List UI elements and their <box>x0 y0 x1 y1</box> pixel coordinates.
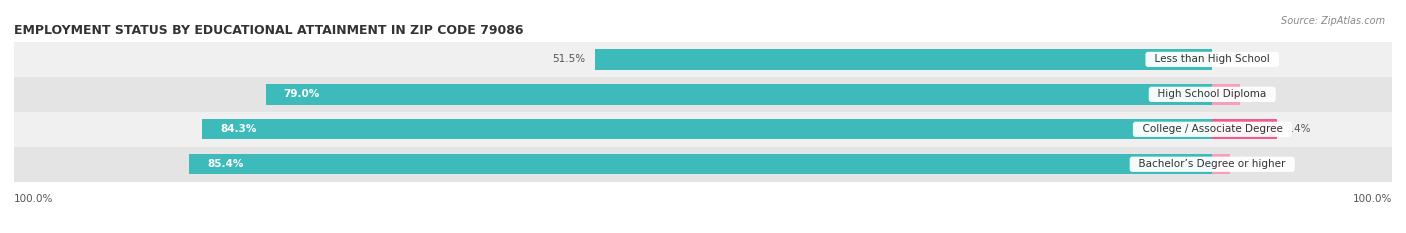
Text: EMPLOYMENT STATUS BY EDUCATIONAL ATTAINMENT IN ZIP CODE 79086: EMPLOYMENT STATUS BY EDUCATIONAL ATTAINM… <box>14 24 523 37</box>
Text: 1.5%: 1.5% <box>1237 159 1264 169</box>
Text: College / Associate Degree: College / Associate Degree <box>1136 124 1289 134</box>
Text: 2.3%: 2.3% <box>1247 89 1274 99</box>
Bar <box>266 84 1212 105</box>
Text: Source: ZipAtlas.com: Source: ZipAtlas.com <box>1281 16 1385 26</box>
Text: 84.3%: 84.3% <box>221 124 256 134</box>
Bar <box>1212 119 1277 139</box>
Bar <box>14 112 1392 147</box>
Text: Less than High School: Less than High School <box>1149 55 1277 64</box>
Text: 79.0%: 79.0% <box>284 89 321 99</box>
Text: 85.4%: 85.4% <box>207 159 243 169</box>
Bar <box>202 119 1212 139</box>
Text: 51.5%: 51.5% <box>553 55 585 64</box>
Bar <box>14 147 1392 182</box>
Bar <box>14 42 1392 77</box>
Bar <box>14 77 1392 112</box>
Text: Bachelor’s Degree or higher: Bachelor’s Degree or higher <box>1132 159 1292 169</box>
Bar <box>595 49 1212 69</box>
Text: High School Diploma: High School Diploma <box>1152 89 1272 99</box>
Text: 100.0%: 100.0% <box>14 194 53 204</box>
Text: 0.0%: 0.0% <box>1219 55 1246 64</box>
Bar <box>188 154 1212 174</box>
Text: 5.4%: 5.4% <box>1284 124 1310 134</box>
Bar <box>1212 84 1240 105</box>
Text: 100.0%: 100.0% <box>1353 194 1392 204</box>
Bar <box>1212 154 1230 174</box>
